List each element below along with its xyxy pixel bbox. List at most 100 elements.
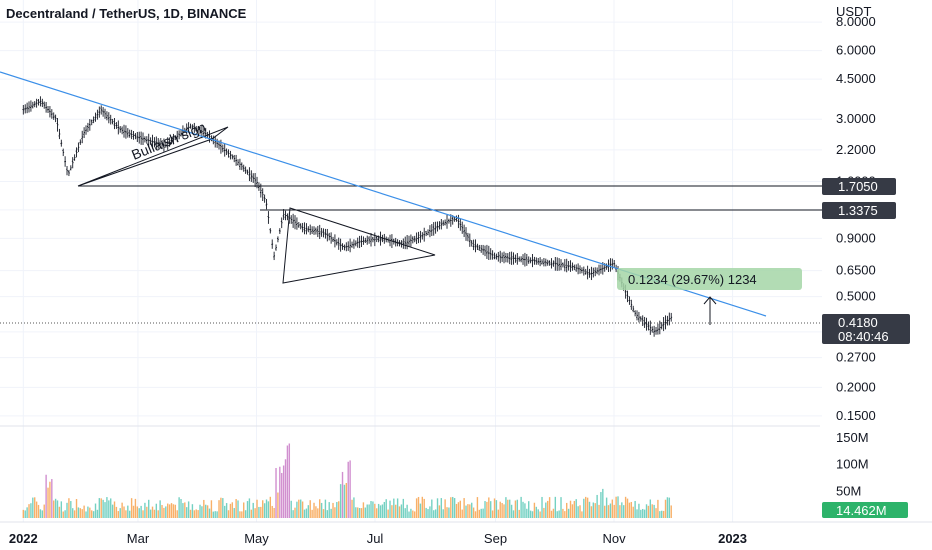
volume-bar (72, 508, 74, 518)
volume-bar (123, 506, 125, 518)
resistance-price-text: 1.7050 (838, 179, 878, 194)
volume-bar (267, 501, 270, 518)
volume-bar (113, 501, 116, 518)
volume-bar (142, 510, 144, 518)
volume-bar (524, 503, 526, 518)
volume-bar (446, 507, 448, 518)
volume-tick-label: 50M (836, 483, 861, 498)
volume-bar (400, 504, 403, 518)
triangle-pattern[interactable] (282, 207, 436, 284)
volume-bar (224, 505, 226, 518)
volume-bar (225, 503, 228, 518)
volume-bar (444, 499, 446, 518)
volume-bar (58, 506, 61, 518)
volume-bar (632, 506, 634, 518)
volume-bar (246, 501, 249, 518)
volume-bar (199, 504, 201, 518)
volume-bar (203, 499, 205, 518)
volume-bar (488, 497, 490, 518)
volume-bar (419, 503, 422, 518)
volume-bar (62, 511, 64, 518)
volume-bar (602, 488, 604, 518)
volume-bar (292, 510, 294, 518)
measure-box[interactable] (617, 268, 802, 290)
volume-bar (241, 511, 243, 518)
symbol-title[interactable]: Decentraland / TetherUS, 1D, BINANCE (6, 6, 247, 21)
volume-bar (594, 503, 596, 518)
last-price-text: 0.4180 (838, 315, 878, 330)
volume-bar (313, 502, 315, 518)
volume-bar (184, 502, 186, 518)
volume-bar (286, 445, 289, 518)
last-price-badge (822, 314, 910, 344)
volume-bar (336, 502, 338, 518)
volume-bar (218, 500, 220, 518)
volume-bar (467, 504, 469, 518)
volume-bar (54, 498, 57, 518)
volume-bar (581, 511, 583, 518)
volume-bar (366, 504, 368, 518)
price-tick-label: 3.0000 (836, 111, 876, 126)
volume-bar (258, 506, 260, 518)
price-tick-label: 0.6500 (836, 263, 876, 278)
volume-bar (182, 503, 184, 518)
volume-bar (522, 501, 524, 518)
time-axis[interactable]: 2022 Mar May Jul Sep Nov 2023 (9, 531, 747, 546)
volume-bar (34, 497, 36, 518)
volume-bar (642, 508, 644, 518)
volume-bar (560, 497, 562, 518)
volume-bar (529, 510, 532, 518)
volume-bar (463, 498, 465, 518)
volume-bar (35, 501, 38, 518)
volume-bar (271, 505, 273, 518)
volume-bar (305, 508, 308, 518)
volume-bar (427, 509, 429, 518)
volume-bar (611, 499, 614, 518)
volume-bar (159, 500, 161, 518)
volume-bar (195, 509, 197, 518)
volume-bar (448, 507, 450, 518)
rising-wedge-pattern[interactable] (77, 126, 229, 187)
volume-bar (623, 505, 625, 518)
volume-bar (343, 484, 346, 518)
volume-bar (638, 503, 640, 518)
volume-bar (379, 505, 382, 518)
price-axis-panel[interactable] (822, 0, 932, 550)
volume-bar (231, 502, 234, 518)
volume-bar (129, 510, 131, 518)
volume-bar (134, 498, 137, 518)
volume-bar (554, 496, 557, 518)
volume-bar (670, 505, 672, 518)
volume-bar (668, 497, 671, 518)
volume-tick-label: 100M (836, 457, 869, 472)
volume-bar (617, 496, 619, 518)
volume-bar (319, 499, 321, 518)
volume-bar (244, 510, 247, 518)
volume-bar (201, 506, 203, 518)
volume-bar (613, 504, 615, 518)
volume-bar (100, 498, 102, 518)
volume-bar (125, 510, 127, 518)
volume-bar (275, 468, 277, 518)
volume-bar (108, 500, 110, 518)
volume-bar (505, 497, 507, 518)
volume-bar (664, 499, 667, 518)
volume-bar (279, 466, 281, 518)
volume-bar (180, 499, 182, 518)
time-tick-label: 2022 (9, 531, 38, 546)
time-tick-label: Sep (484, 531, 507, 546)
volume-axis: 150M 100M 50M (836, 430, 869, 498)
volume-bar (30, 503, 32, 518)
volume-bar (567, 508, 570, 518)
volume-bar (649, 499, 652, 518)
volume-bar (94, 503, 97, 518)
volume-bar (543, 507, 545, 518)
volume-bar (634, 500, 636, 518)
volume-bar (216, 511, 218, 518)
volume-bar (70, 501, 72, 518)
volume-bar (450, 497, 452, 518)
volume-bar (478, 509, 481, 518)
volume-bar (239, 511, 241, 518)
volume-bar (436, 498, 439, 518)
